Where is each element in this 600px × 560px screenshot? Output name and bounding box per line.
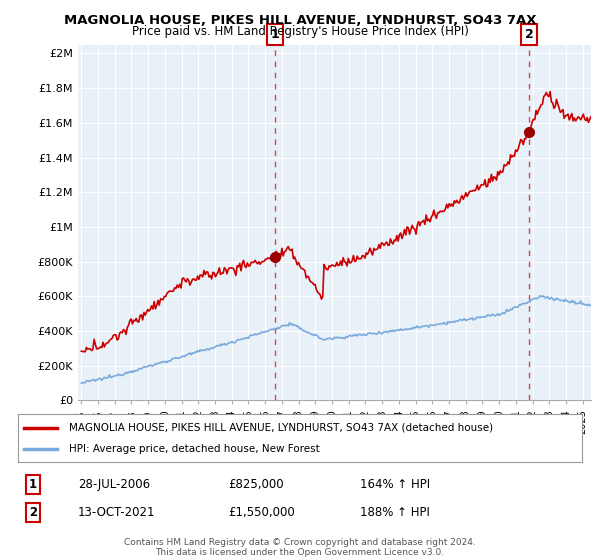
Text: Contains HM Land Registry data © Crown copyright and database right 2024.
This d: Contains HM Land Registry data © Crown c… — [124, 538, 476, 557]
Text: 28-JUL-2006: 28-JUL-2006 — [78, 478, 150, 491]
Text: 188% ↑ HPI: 188% ↑ HPI — [360, 506, 430, 519]
Text: 13-OCT-2021: 13-OCT-2021 — [78, 506, 155, 519]
Text: 2: 2 — [524, 28, 533, 41]
Text: £825,000: £825,000 — [228, 478, 284, 491]
Text: 1: 1 — [271, 28, 279, 41]
Text: 2: 2 — [29, 506, 37, 519]
Text: MAGNOLIA HOUSE, PIKES HILL AVENUE, LYNDHURST, SO43 7AX (detached house): MAGNOLIA HOUSE, PIKES HILL AVENUE, LYNDH… — [69, 423, 493, 433]
Text: 164% ↑ HPI: 164% ↑ HPI — [360, 478, 430, 491]
Text: £1,550,000: £1,550,000 — [228, 506, 295, 519]
Text: HPI: Average price, detached house, New Forest: HPI: Average price, detached house, New … — [69, 444, 320, 454]
Text: 1: 1 — [29, 478, 37, 491]
Text: Price paid vs. HM Land Registry's House Price Index (HPI): Price paid vs. HM Land Registry's House … — [131, 25, 469, 38]
Text: MAGNOLIA HOUSE, PIKES HILL AVENUE, LYNDHURST, SO43 7AX: MAGNOLIA HOUSE, PIKES HILL AVENUE, LYNDH… — [64, 14, 536, 27]
